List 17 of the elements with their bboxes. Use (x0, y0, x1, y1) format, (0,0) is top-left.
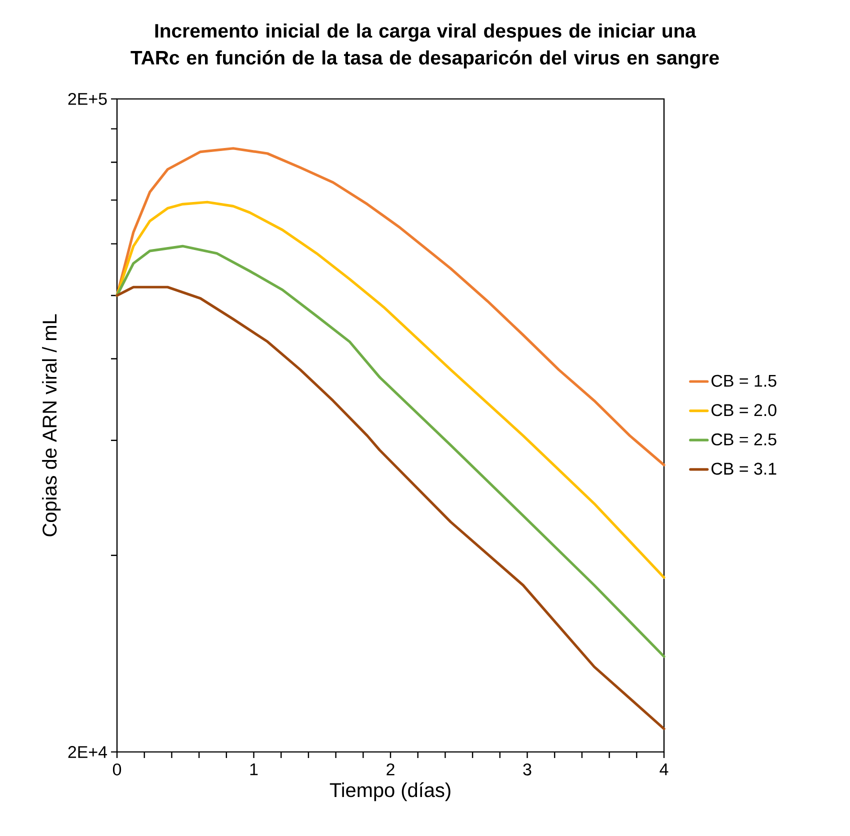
legend-label: CB = 2.0 (712, 404, 776, 416)
line-series (116, 244, 666, 658)
chart-title: Incremento inicial de la carga viral despues de iniciar una TARc en función de la tasa de desaparicón del virus en sangre (130, 23, 719, 69)
x-tick-label: 1 (250, 763, 258, 776)
x-tick-label: 2 (386, 763, 394, 776)
x-tick-label: 4 (660, 763, 668, 776)
y-tick-label: 2E+4 (68, 746, 107, 758)
x-tick-label: 3 (523, 763, 532, 776)
line-series (116, 147, 666, 466)
legend-label: CB = 3.1 (712, 462, 776, 475)
legend-label: CB = 1.5 (712, 374, 776, 387)
x-tick-label: 0 (112, 763, 122, 776)
y-axis-title: Copias de ARN viral / mL (42, 314, 61, 536)
line-series (116, 200, 666, 579)
legend-label: CB = 2.5 (712, 433, 776, 446)
y-tick-label: 2E+5 (68, 92, 107, 105)
x-axis-title: Tiempo (días) (330, 782, 450, 802)
